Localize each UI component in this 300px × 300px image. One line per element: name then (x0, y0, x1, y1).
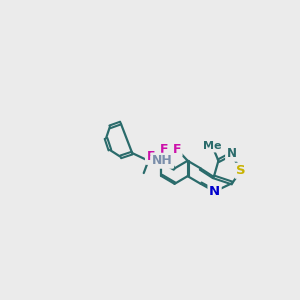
Text: NH: NH (152, 154, 172, 167)
Text: N: N (226, 147, 236, 160)
Text: F: F (146, 150, 155, 164)
Text: F: F (160, 143, 168, 156)
Text: F: F (172, 143, 181, 156)
Polygon shape (148, 158, 162, 163)
Text: N: N (209, 185, 220, 198)
Text: Me: Me (203, 141, 221, 151)
Text: S: S (236, 164, 246, 177)
